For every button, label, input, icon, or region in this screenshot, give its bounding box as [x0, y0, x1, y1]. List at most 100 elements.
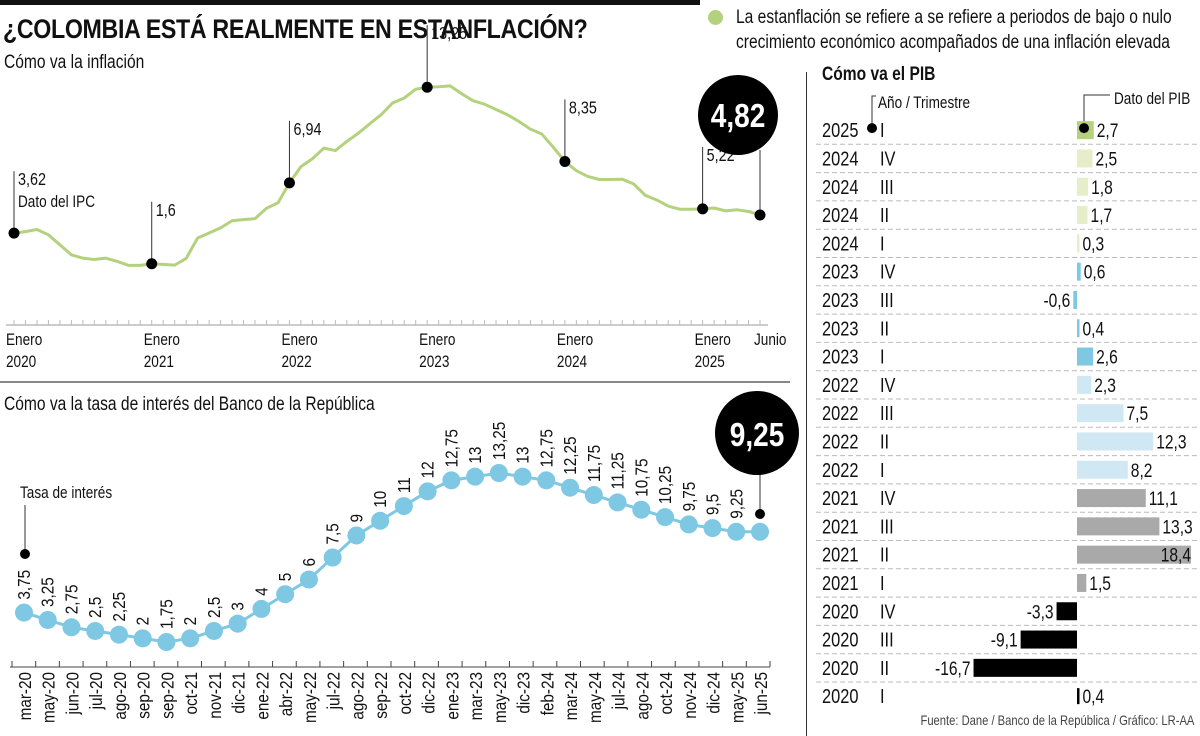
- source-note: Fuente: Dane / Banco de la República / G…: [920, 712, 1194, 728]
- x-tick-label-year: 2023: [419, 353, 449, 372]
- x-tick-label: Junio: [754, 331, 786, 350]
- interest-point: [442, 471, 461, 490]
- gdp-value: 13,3: [1162, 516, 1192, 538]
- gdp-bar: [1077, 177, 1089, 196]
- interest-value-label: 2,5: [204, 597, 224, 618]
- latest-point: [755, 509, 765, 519]
- row-quarter: IV: [880, 600, 896, 623]
- x-tick-label: oct-24: [656, 672, 676, 714]
- gdp-bar: [1077, 262, 1081, 281]
- latest-value-bubble: [715, 391, 799, 475]
- row-quarter: I: [880, 685, 885, 708]
- row-quarter: II: [880, 656, 889, 679]
- gdp-value: -0,6: [1043, 289, 1070, 311]
- interest-value-label: 5: [275, 573, 295, 582]
- gdp-bar: [1077, 573, 1087, 592]
- row-year: 2021: [822, 486, 858, 509]
- x-tick-label: may-22: [300, 672, 320, 723]
- highlight-point: [697, 203, 709, 215]
- row-year: 2024: [822, 175, 858, 198]
- interest-value-label: 12,75: [536, 429, 556, 467]
- gdp-bar: [1020, 630, 1077, 649]
- interest-point: [86, 621, 105, 640]
- interest-value-label: 2: [133, 617, 153, 626]
- gdp-value: 18,4: [1161, 544, 1192, 566]
- interest-point: [299, 570, 318, 589]
- interest-value-label: 10,75: [631, 458, 651, 496]
- gdp-bar: [1077, 149, 1093, 168]
- inflation-line: [13, 84, 761, 267]
- gdp-value: 2,6: [1096, 346, 1118, 368]
- x-tick-label: ago-22: [347, 672, 367, 720]
- x-tick-label: dic-23: [513, 672, 533, 714]
- callout-dot: [20, 549, 30, 559]
- row-year: 2024: [822, 203, 858, 226]
- x-tick-label: may-20: [39, 672, 59, 723]
- gdp-bar: [1077, 489, 1146, 508]
- gdp-bar: [1077, 375, 1092, 394]
- interest-point: [394, 497, 413, 516]
- x-tick-label: jul-20: [86, 672, 106, 710]
- x-tick-label: ene-23: [442, 672, 462, 720]
- gdp-bar: [1077, 432, 1154, 451]
- row-quarter: II: [880, 543, 889, 566]
- highlight-value: 6,94: [293, 119, 321, 139]
- interest-point: [133, 629, 152, 648]
- row-year: 2022: [822, 402, 858, 425]
- gdp-value: 7,5: [1126, 403, 1148, 425]
- gdp-bar: [1056, 602, 1077, 621]
- interest-point: [157, 633, 176, 651]
- highlight-point: [559, 155, 571, 167]
- interest-point: [418, 482, 437, 501]
- interest-point: [489, 464, 508, 482]
- highlight-value: 3,62: [18, 170, 46, 190]
- row-quarter: IV: [880, 486, 896, 509]
- x-tick-label: dic-24: [703, 672, 723, 714]
- gdp-value: -3,3: [1027, 601, 1054, 623]
- interest-point: [15, 603, 33, 622]
- gdp-value: -16,7: [935, 657, 970, 679]
- interest-point: [323, 548, 342, 567]
- latest-value: 4,82: [711, 98, 766, 135]
- gdp-value: 1,8: [1091, 176, 1113, 198]
- row-quarter: II: [880, 317, 889, 340]
- interest-value-label: 10: [370, 491, 390, 508]
- x-tick-label-year: 2025: [695, 353, 725, 372]
- interest-point: [584, 486, 603, 505]
- header-rule: [0, 0, 700, 5]
- row-year: 2021: [822, 515, 858, 538]
- x-tick-label: sep-20: [134, 672, 154, 719]
- highlight-point: [146, 258, 158, 270]
- gdp-value: 1,7: [1091, 205, 1113, 227]
- x-tick-label: mar-23: [466, 672, 486, 720]
- row-year: 2023: [822, 317, 858, 340]
- x-tick-label: abr-22: [276, 672, 296, 716]
- interest-point: [703, 519, 722, 538]
- x-tick-label: Enero: [695, 331, 731, 350]
- interest-point: [109, 625, 128, 644]
- interest-point: [656, 508, 675, 527]
- interest-value-label: 11,25: [607, 452, 627, 489]
- row-year: 2021: [822, 571, 858, 594]
- interest-point: [632, 500, 651, 519]
- interest-value-label: 3,25: [38, 577, 58, 607]
- column-divider: [806, 72, 807, 736]
- highlight-point: [283, 177, 295, 189]
- callout-line: [871, 95, 876, 128]
- x-tick-label: nov-24: [680, 672, 700, 719]
- row-year: 2024: [822, 232, 858, 255]
- interest-chart: mar-20 may-20 jun-20 jul-20 ago-20 sep-20 sep-…: [10, 391, 799, 723]
- x-tick-label: Enero: [144, 331, 180, 350]
- series-label: Tasa de interés: [20, 484, 112, 503]
- highlight-value: 8,35: [569, 98, 597, 118]
- interest-point: [347, 526, 366, 545]
- interest-value-label: 12: [417, 461, 437, 478]
- interest-point: [537, 471, 556, 490]
- row-year: 2024: [822, 147, 858, 170]
- x-tick-label: nov-21: [205, 672, 225, 719]
- interest-point: [228, 614, 247, 633]
- interest-point: [371, 511, 390, 530]
- x-tick-label: oct-22: [395, 672, 415, 714]
- row-quarter: III: [880, 402, 894, 425]
